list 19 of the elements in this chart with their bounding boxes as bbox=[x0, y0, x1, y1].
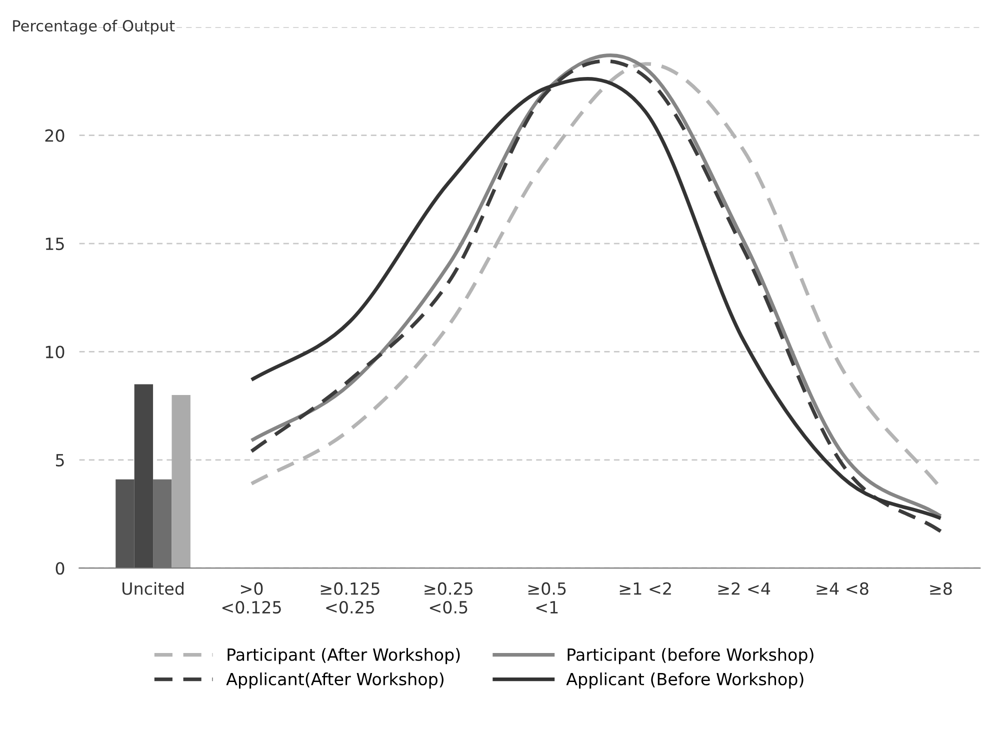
y-tick-label: 15 bbox=[46, 238, 64, 250]
x-tick-label: ≥2 <4 bbox=[718, 582, 770, 595]
y-tick-label: 0 bbox=[56, 562, 64, 575]
x-tick-label: ≥8 bbox=[930, 582, 952, 595]
x-tick-label: >0 <0.125 bbox=[222, 582, 281, 614]
x-tick-label: ≥4 <8 bbox=[816, 582, 868, 595]
y-axis-title: Percentage of Output bbox=[13, 20, 175, 35]
y-tick-label: 10 bbox=[46, 346, 64, 358]
legend-label: Applicant (Before Workshop) bbox=[566, 672, 804, 689]
y-tick-label: 20 bbox=[45, 129, 64, 142]
x-tick-label: ≥1 <2 bbox=[620, 582, 671, 595]
legend-label: Applicant(After Workshop) bbox=[226, 672, 444, 689]
y-tick-label: 5 bbox=[56, 454, 64, 466]
legend-label: Participant (After Workshop) bbox=[228, 648, 460, 664]
x-tick-label: ≥0.5 <1 bbox=[528, 582, 566, 614]
x-tick-label: ≥0.25 <0.5 bbox=[424, 582, 472, 614]
x-tick-label: Uncited bbox=[122, 582, 184, 595]
legend-label: Participant (before Workshop) bbox=[568, 648, 814, 664]
x-tick-label: ≥0.125 <0.25 bbox=[320, 582, 380, 614]
